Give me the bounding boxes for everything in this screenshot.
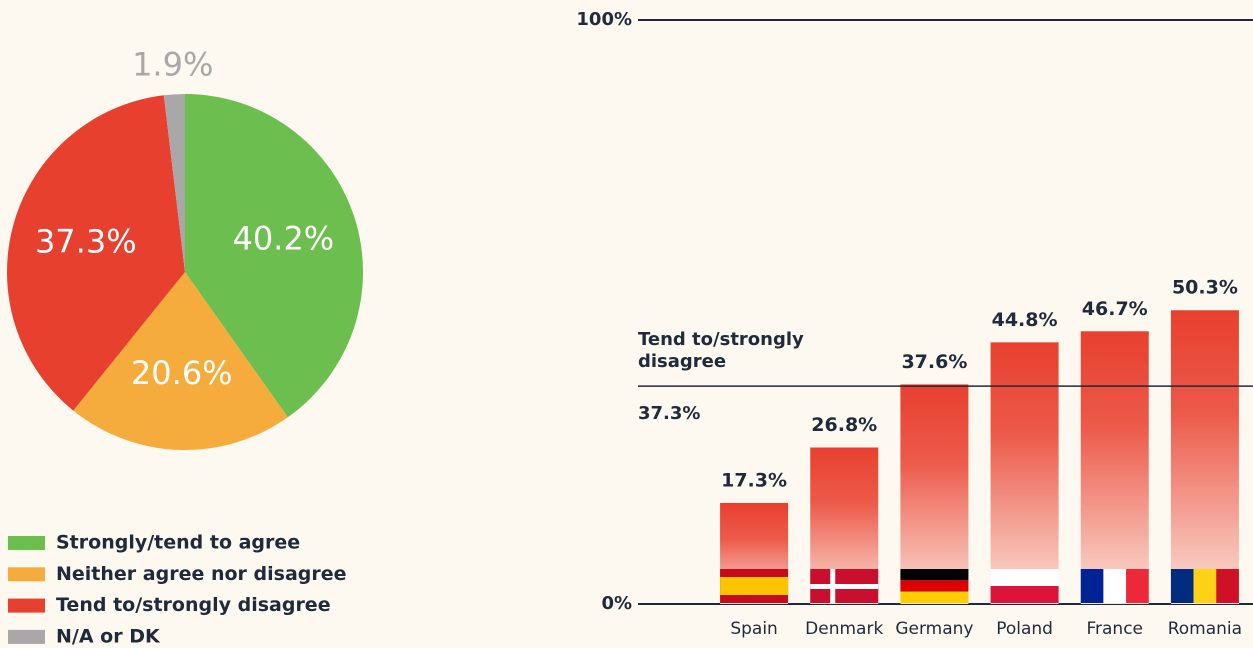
- slice-label: 1.9%: [132, 45, 213, 83]
- legend-label: N/A or DK: [56, 625, 161, 647]
- reference-label: disagree: [638, 351, 726, 372]
- slice-label: 37.3%: [35, 223, 137, 261]
- bar: [1081, 331, 1149, 604]
- legend-swatch: [8, 567, 45, 581]
- x-tick-label: Romania: [1168, 619, 1242, 639]
- flag: [900, 569, 968, 580]
- y-tick-label: 100%: [576, 9, 632, 30]
- flag: [1081, 569, 1104, 603]
- legend-swatch: [8, 630, 45, 644]
- flag: [1103, 569, 1126, 603]
- slice-label: 40.2%: [233, 220, 335, 258]
- flag: [1194, 569, 1217, 603]
- flag: [991, 569, 1059, 586]
- value-label: 17.3%: [721, 469, 787, 491]
- flag: [720, 577, 788, 595]
- value-label: 37.6%: [901, 351, 967, 373]
- flag: [810, 584, 878, 589]
- bar: [991, 342, 1059, 604]
- flag: [991, 586, 1059, 603]
- value-label: 44.8%: [992, 309, 1058, 331]
- flag: [1126, 569, 1149, 603]
- bar: [1171, 310, 1239, 604]
- reference-value: 37.3%: [638, 403, 700, 424]
- legend-swatch: [8, 536, 45, 550]
- page: 40.2% 20.6% 37.3% 1.9% Strongly/tend to agre…: [0, 0, 1253, 648]
- legend-label: Tend to/strongly disagree: [56, 594, 331, 616]
- slice-label: 20.6%: [131, 354, 233, 392]
- flag: [900, 580, 968, 591]
- reference-label: Tend to/strongly: [638, 329, 804, 350]
- value-label: 50.3%: [1172, 277, 1238, 299]
- x-tick-label: France: [1086, 619, 1143, 639]
- value-label: 26.8%: [811, 414, 877, 436]
- x-tick-label: Denmark: [805, 619, 883, 639]
- legend-label: Strongly/tend to agree: [56, 532, 300, 554]
- flag: [1171, 569, 1194, 603]
- legend-label: Neither agree nor disagree: [56, 563, 347, 585]
- x-tick-label: Spain: [730, 619, 778, 639]
- value-label: 46.7%: [1082, 298, 1148, 320]
- flag: [900, 592, 968, 603]
- legend-swatch: [8, 599, 45, 613]
- x-tick-label: Poland: [996, 619, 1053, 639]
- flag: [1216, 569, 1239, 603]
- x-tick-label: Germany: [895, 619, 973, 639]
- y-tick-label: 0%: [601, 593, 632, 614]
